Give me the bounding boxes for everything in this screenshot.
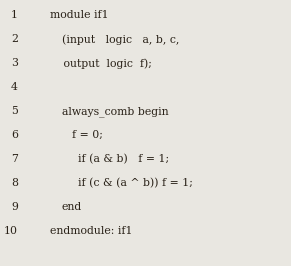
Text: 8: 8 [11,178,18,188]
Text: f = 0;: f = 0; [72,130,103,140]
Text: 7: 7 [11,154,18,164]
Text: 1: 1 [11,10,18,20]
Text: 5: 5 [11,106,18,116]
Text: 6: 6 [11,130,18,140]
Text: if (c & (a ^ b)) f = 1;: if (c & (a ^ b)) f = 1; [78,178,193,188]
Text: end: end [62,202,82,212]
Text: always_comb begin: always_comb begin [62,106,168,117]
Text: endmodule: if1: endmodule: if1 [50,226,132,236]
Text: 3: 3 [11,58,18,68]
Text: (input   logic   a, b, c,: (input logic a, b, c, [62,34,179,45]
Text: 4: 4 [11,82,18,92]
Text: module if1: module if1 [50,10,109,20]
Text: 2: 2 [11,34,18,44]
Text: if (a & b)   f = 1;: if (a & b) f = 1; [78,154,169,164]
Text: 10: 10 [4,226,18,236]
Text: output  logic  f);: output logic f); [60,58,152,69]
Text: 9: 9 [11,202,18,212]
